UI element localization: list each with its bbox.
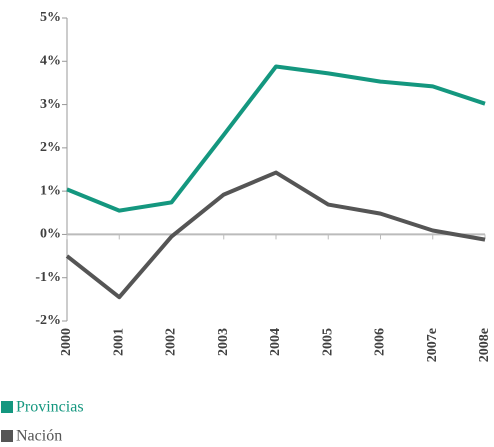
x-tick-label: 2008e (477, 328, 492, 362)
legend-swatch (1, 430, 13, 442)
legend-label: Provincias (16, 399, 84, 416)
y-tick-label: -2% (35, 313, 61, 328)
legend-swatch (1, 401, 13, 413)
x-tick-label: 2003 (216, 328, 231, 356)
series-line (65, 170, 486, 300)
y-tick-label: 0% (40, 227, 61, 242)
y-tick-label: -1% (35, 270, 61, 285)
x-tick-label: 2004 (268, 328, 283, 356)
legend-label: Nación (16, 428, 62, 445)
x-tick-label: 2007e (425, 328, 440, 362)
y-tick-label: 2% (40, 140, 61, 155)
x-tick-label: 2006 (373, 328, 388, 356)
x-tick-label: 2002 (164, 328, 179, 356)
x-tick-label: 2001 (111, 328, 126, 356)
y-tick-label: 4% (40, 54, 61, 69)
x-tick-label: 2000 (59, 328, 74, 356)
x-tick-label: 2005 (320, 328, 335, 356)
y-tick-label: 5% (40, 10, 61, 25)
y-tick-label: 3% (40, 97, 61, 112)
series-line (66, 64, 486, 213)
y-tick-label: 1% (40, 183, 61, 198)
